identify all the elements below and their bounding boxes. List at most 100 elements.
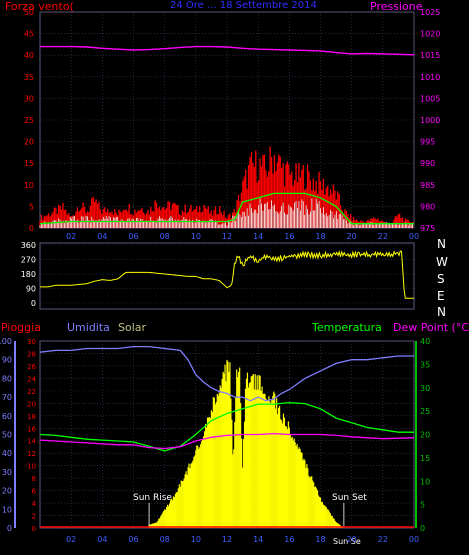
pressure-ytick-label: 1000 [420,116,440,125]
compass-w: W [436,255,448,269]
humidity-ytick-label: 80 [2,374,12,383]
wind-xtick-label: 08 [160,232,170,241]
rain-xtick-label: 16 [284,535,294,544]
rain-ytick-label: 26 [27,363,36,371]
rain-humidity-temp-chart: 0102030405060708090100024681012141618202… [0,337,430,544]
wind-xtick-label: 20 [347,232,357,241]
rain-ytick-label: 18 [27,413,36,421]
pressure-ytick-label: 975 [420,224,435,233]
wind-direction-line [40,249,414,299]
rain-xtick-label: 10 [191,535,201,544]
rain-ytick-label: 28 [27,350,36,358]
direction-ytick-label: 90 [26,285,36,294]
temperature-line [39,402,414,452]
wind-ytick-label: 30 [24,94,34,103]
compass-e: E [437,289,445,303]
humidity-ytick-label: 30 [2,468,12,477]
rain-ytick-label: 10 [27,463,36,471]
temperature-label: Temperatura [311,321,382,334]
humidity-line [39,345,414,402]
wind-xtick-label: 12 [222,232,232,241]
rain-xtick-label: 22 [378,535,388,544]
compass-s: S [437,272,445,286]
wind-ytick-label: 25 [24,116,34,125]
wind-avg-line [39,192,414,225]
pressure-ytick-label: 980 [420,202,435,211]
pressure-ytick-label: 990 [420,159,435,168]
rain-ytick-label: 2 [32,513,36,521]
wind-xtick-label: 16 [284,232,294,241]
wind-xtick-label: 22 [378,232,388,241]
rain-xtick-label: 02 [66,535,76,544]
rain-xtick-label: 00 [409,535,419,544]
humidity-ytick-label: 0 [7,524,12,533]
pressure-ytick-label: 1015 [420,51,440,60]
dew-point-line [39,432,415,450]
temperature-ytick-label: 20 [420,431,430,440]
sun-set-marker-annotation: Sun Se [333,537,361,546]
direction-ytick-label: 0 [31,299,36,308]
solar-label: Solar [118,321,147,334]
wind-pressure-chart: 0510152025303540455097598098599099510001… [24,8,441,241]
humidity-ytick-label: 10 [2,505,12,514]
direction-ytick-label: 360 [21,241,36,250]
temperature-ytick-label: 35 [420,360,430,369]
rain-ytick-label: 4 [32,500,37,508]
temperature-ytick-label: 15 [420,454,430,463]
wind-ytick-label: 0 [29,224,34,233]
wind-ytick-label: 45 [24,30,34,39]
wind-ytick-label: 50 [24,8,34,17]
pressure-ytick-label: 1010 [420,73,440,82]
rain-xtick-label: 04 [97,535,107,544]
pressure-axis-label: Pressione [370,0,423,13]
rain-ytick-label: 12 [27,450,36,458]
wind-xtick-label: 00 [409,232,419,241]
humidity-label: Umidita [67,321,110,334]
wind-ytick-label: 10 [24,181,34,190]
rain-xtick-label: 08 [160,535,170,544]
wind-xtick-label: 10 [191,232,201,241]
humidity-ytick-label: 90 [2,356,12,365]
pressure-ytick-label: 1025 [420,8,440,17]
rain-ytick-label: 30 [27,338,36,346]
humidity-ytick-label: 20 [2,487,12,496]
rain-ytick-label: 20 [27,400,36,408]
rain-xtick-label: 20 [347,535,357,544]
rain-ytick-label: 22 [27,388,36,396]
pressure-ytick-label: 1020 [420,30,440,39]
wind-ytick-label: 35 [24,73,34,82]
direction-ytick-label: 180 [21,270,36,279]
pressure-ytick-label: 995 [420,138,435,147]
sun-set-annotation: Sun Set [332,493,367,503]
humidity-ytick-label: 100 [0,337,12,346]
wind-axis-label: Forza vento( [5,0,74,13]
rain-ytick-label: 16 [27,425,36,433]
wind-xtick-label: 18 [315,232,325,241]
pressure-line [40,45,415,56]
temperature-ytick-label: 30 [420,384,430,393]
rain-ytick-label: 6 [32,488,37,496]
pressure-ytick-label: 985 [420,181,435,190]
temperature-ytick-label: 25 [420,407,430,416]
compass-n-bottom: N [437,305,446,319]
rain-xtick-label: 14 [253,535,263,544]
sun-rise-annotation: Sun Rise [133,493,172,503]
wind-ytick-label: 40 [24,51,34,60]
wind-xtick-label: 06 [128,232,138,241]
humidity-ytick-label: 40 [2,449,12,458]
wind-xtick-label: 04 [97,232,107,241]
dew-point-label: Dew Point (°C) [393,321,469,334]
direction-ytick-label: 270 [21,256,36,265]
rain-ytick-label: 8 [32,475,36,483]
rain-xtick-label: 12 [222,535,232,544]
temperature-ytick-label: 10 [420,477,430,486]
humidity-ytick-label: 70 [2,393,12,402]
wind-ytick-label: 15 [24,159,34,168]
temperature-ytick-label: 5 [420,501,425,510]
direction-plot-frame [39,242,415,310]
wind-ytick-label: 20 [24,138,34,147]
rain-ytick-label: 14 [27,438,36,446]
rain-ytick-label: 24 [27,375,36,383]
temperature-ytick-label: 40 [420,337,430,346]
